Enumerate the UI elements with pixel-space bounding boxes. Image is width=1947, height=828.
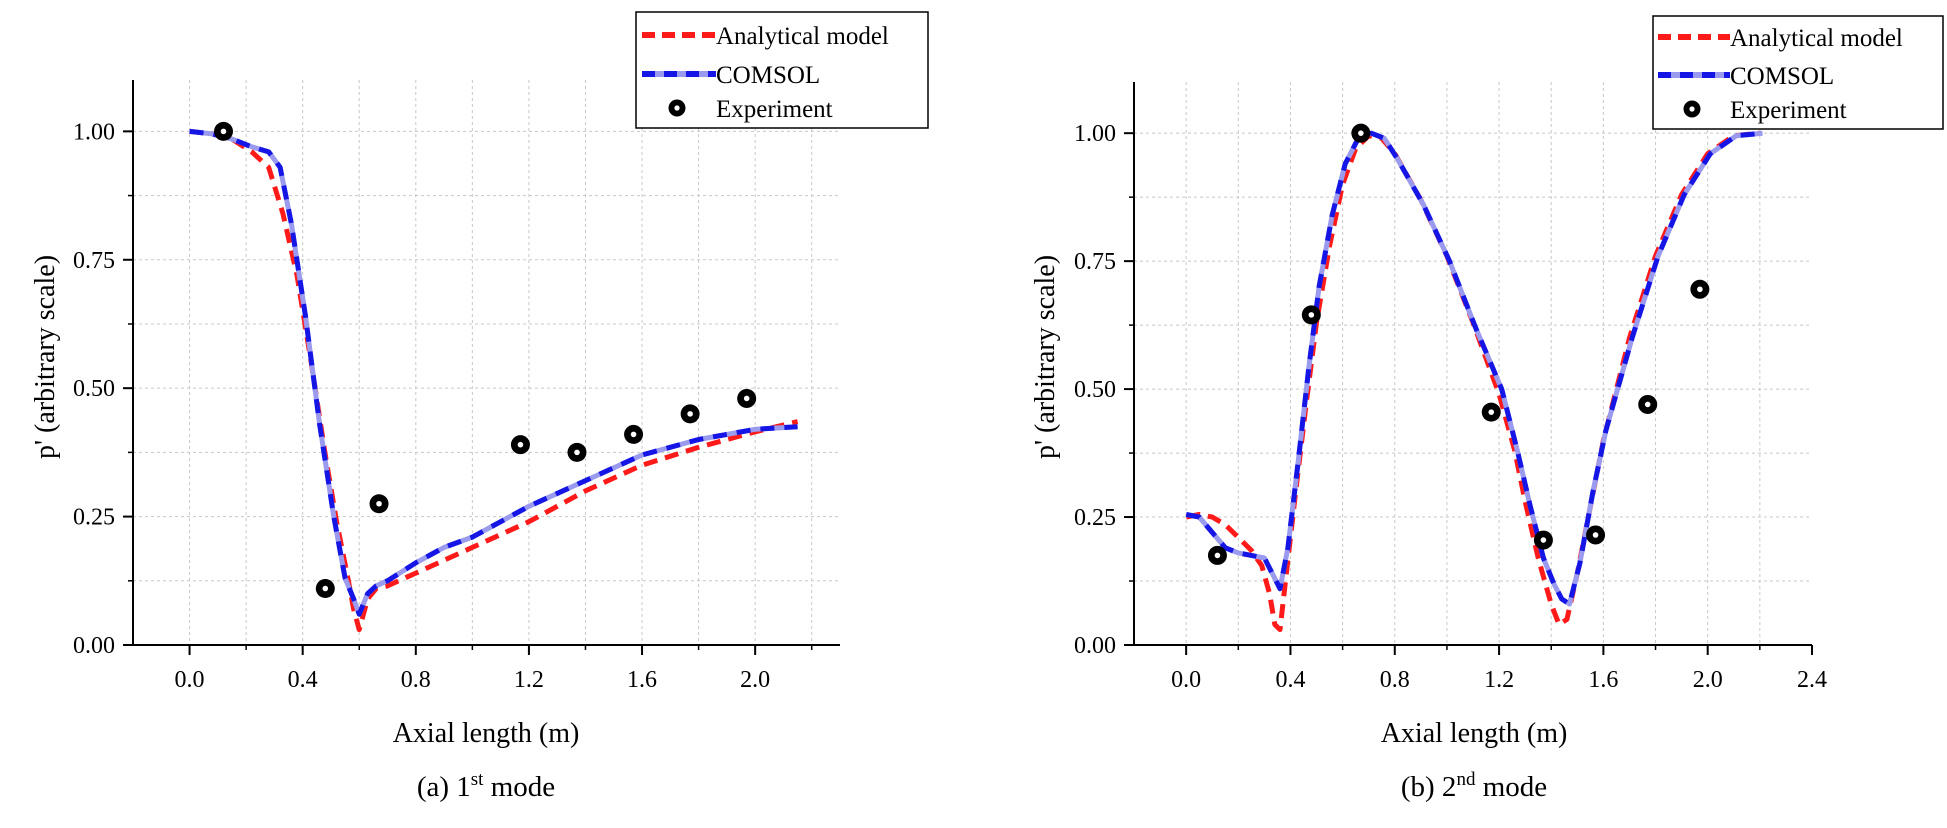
series-layer — [1185, 123, 1763, 633]
experiment-point-center — [1540, 537, 1547, 543]
x-tick-label: 1.6 — [627, 667, 657, 693]
y-tick-label: 1.00 — [1074, 121, 1116, 147]
caption-suffix: mode — [1475, 771, 1547, 803]
series-line-comsol — [189, 128, 798, 617]
experiment-point-center — [376, 500, 382, 507]
x-tick-label: 0.0 — [175, 667, 205, 693]
panel-caption: (b) 2nd mode — [1401, 769, 1547, 803]
tick-labels: 0.0 0.4 0.8 1.2 1.6 2.0 2.4 0.00 0.25 0.50 0.75 1.0… — [1074, 121, 1827, 693]
y-tick-label: 0.50 — [73, 376, 115, 402]
experiment-point-center — [630, 431, 637, 438]
y-tick-label: 0.50 — [1074, 377, 1116, 403]
y-tick-label: 0.25 — [73, 505, 115, 531]
legend-swatch-experiment-center — [1689, 106, 1695, 112]
legend: Analytical model COMSOL Experiment — [635, 11, 929, 129]
caption-prefix: (b) 2 — [1401, 771, 1457, 803]
legend-label-experiment: Experiment — [716, 96, 833, 123]
experiment-point-center — [1214, 552, 1221, 559]
experiment-point-center — [1697, 286, 1703, 293]
x-tick-label: 1.6 — [1588, 667, 1618, 693]
y-tick-label: 1.00 — [73, 119, 115, 145]
experiment-point-center — [1488, 409, 1495, 415]
x-tick-label: 1.2 — [514, 667, 544, 693]
caption-prefix: (a) 1 — [417, 771, 471, 803]
y-tick-label: 0.75 — [73, 248, 115, 274]
experiment-point-center — [1592, 532, 1599, 538]
caption-superscript: nd — [1456, 769, 1476, 790]
experiment-point-center — [220, 128, 227, 135]
x-tick-label: 2.0 — [1693, 667, 1723, 693]
y-axis-label: p' (arbitrary scale) — [30, 255, 61, 459]
experiment-point-center — [322, 585, 329, 592]
series-layer — [189, 121, 799, 633]
x-tick-label: 0.8 — [401, 667, 431, 693]
tick-labels: 0.0 0.4 0.8 1.2 1.6 2.0 0.00 0.25 0.50 0.75 1.00 — [73, 119, 770, 693]
legend-label-analytical: Analytical model — [716, 23, 889, 50]
caption-suffix: mode — [483, 771, 555, 803]
series-line-analytical — [189, 128, 799, 633]
y-tick-label: 0.00 — [73, 633, 115, 659]
legend-label-analytical: Analytical model — [1730, 25, 1903, 52]
experiment-point-center — [1644, 401, 1651, 408]
x-axis-label: Axial length (m) — [1381, 718, 1568, 749]
experiment-point-center — [1358, 130, 1364, 136]
experiment-point-center — [687, 411, 693, 417]
x-tick-label: 1.2 — [1484, 667, 1514, 693]
grid-lines — [133, 80, 840, 645]
caption-superscript: st — [471, 769, 484, 790]
experiment-point-center — [574, 449, 580, 456]
legend: Analytical model COMSOL Experiment — [1652, 15, 1944, 130]
series-line-comsol — [1185, 130, 1763, 607]
y-tick-label: 0.75 — [1074, 249, 1116, 275]
experiment-point-center — [743, 395, 750, 402]
experiment-point-center — [517, 441, 524, 448]
series-line-comsol-light — [189, 128, 798, 617]
y-tick-label: 0.25 — [1074, 505, 1116, 531]
x-tick-label: 0.8 — [1380, 667, 1410, 693]
series-line-comsol-light — [1185, 130, 1763, 607]
x-tick-label: 2.4 — [1797, 667, 1827, 693]
legend-label-experiment: Experiment — [1730, 97, 1847, 124]
axes — [123, 80, 840, 655]
legend-swatch-experiment-center — [674, 105, 680, 111]
grid-lines — [1134, 82, 1812, 645]
y-tick-label: 0.00 — [1074, 633, 1116, 659]
axes — [1124, 82, 1813, 655]
legend-label-comsol: COMSOL — [716, 62, 820, 89]
legend-label-comsol: COMSOL — [1730, 63, 1834, 90]
x-axis-label: Axial length (m) — [393, 718, 580, 749]
series-line-analytical — [1185, 130, 1761, 633]
chart-panel-1st-mode: 0.0 0.4 0.8 1.2 1.6 2.0 0.00 0.25 0.50 0.75 1.00 A… — [30, 11, 929, 803]
chart-panel-2nd-mode: 0.0 0.4 0.8 1.2 1.6 2.0 2.4 0.00 0.25 0.50 0.75 1.0… — [1030, 15, 1944, 803]
x-tick-label: 2.0 — [740, 667, 770, 693]
x-tick-label: 0.4 — [1275, 667, 1305, 693]
x-tick-label: 0.0 — [1171, 667, 1201, 693]
panel-caption: (a) 1st mode — [417, 769, 555, 803]
x-tick-label: 0.4 — [288, 667, 318, 693]
experiment-point-center — [1308, 312, 1315, 318]
y-axis-label: p' (arbitrary scale) — [1030, 255, 1061, 459]
